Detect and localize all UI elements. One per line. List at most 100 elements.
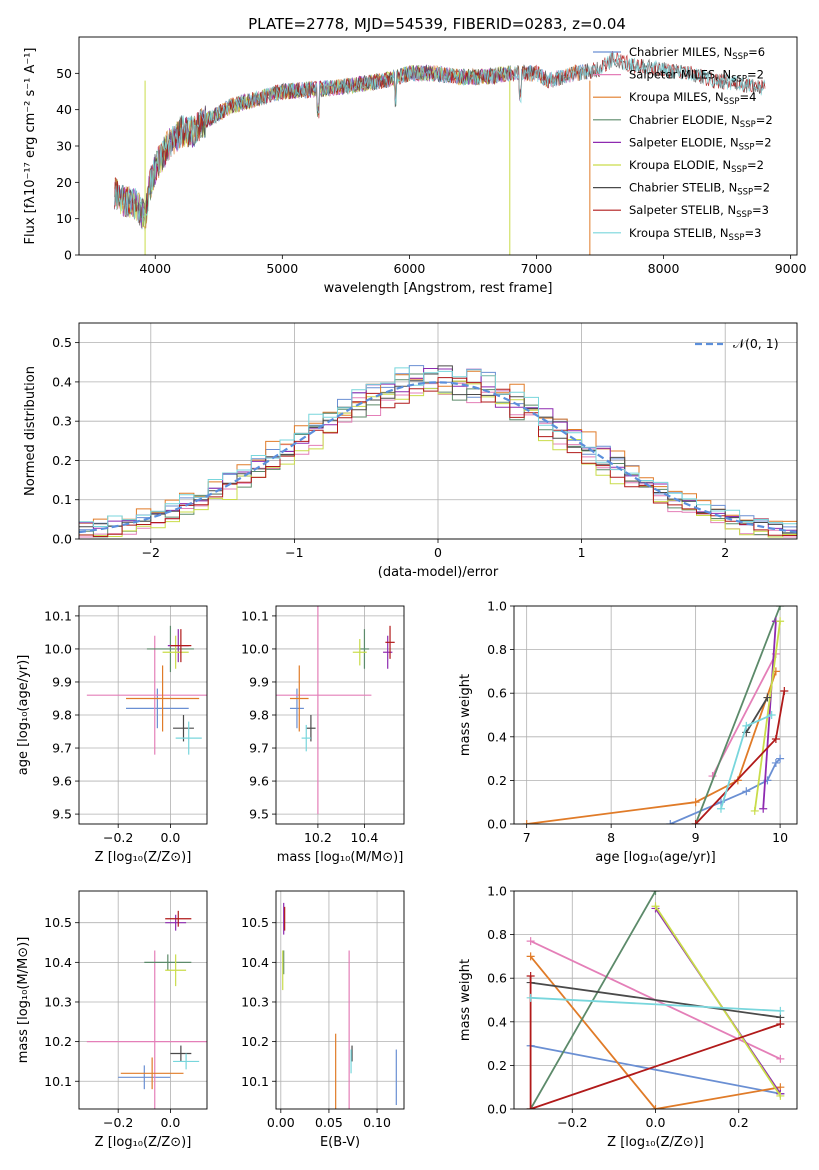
y-tick-label: 9.7 [249,741,269,756]
errorbar-point [86,635,207,755]
weight-marker [776,754,785,763]
plot-area-age-vs-mass [276,606,395,815]
weight-line [529,891,657,1109]
normal-curve [79,381,797,534]
y-axis-label: Flux [fλ10⁻¹⁷ erg cm⁻² s⁻¹ A⁻¹] [23,48,38,245]
errorbar-point [170,1045,192,1062]
weight-marker [742,721,751,730]
weight-line [711,653,777,777]
errorbar-point [306,715,316,742]
plot-area-residuals [79,365,797,538]
weight-marker [763,693,772,702]
errorbar-point [126,665,200,732]
errorbar-point [165,914,187,931]
y-tick-label: 30 [56,139,72,154]
x-tick-label: 6000 [394,261,426,276]
weight-line [530,981,781,1019]
weight-marker [651,902,660,911]
legend-label: Kroupa MILES, NSSP=4 [629,90,756,107]
legend-label: Salpeter ELODIE, NSSP=2 [629,135,772,152]
y-tick-label: 10.4 [44,955,72,970]
weight-marker [750,806,759,815]
y-axis-label: Normed distribution [23,366,38,496]
legend: 𝒩(0, 1) [695,336,779,351]
errorbar-point [162,635,189,669]
errorbar-point [289,665,309,732]
legend-label: Salpeter MILES, NSSP=2 [629,68,764,85]
errorbar-point [352,639,367,666]
panel-mass-vs-Z: −0.2 0.0 10.1 10.2 10.3 10.4 10.5 Z [log₁₀(Z/Z⊙… [16,890,208,1150]
x-tick-label: 0.00 [267,1115,295,1130]
y-tick-label: 10.3 [241,994,269,1009]
weight-marker [526,993,535,1002]
legend-label: 𝒩(0, 1) [733,336,779,351]
y-tick-label: 0.8 [487,642,507,657]
y-tick-label: 0.6 [487,686,507,701]
panel-mass-vs-ebv: 0.00 0.05 0.10 10.1 10.2 10.3 10.4 10.5 E(B-V) [241,890,405,1150]
axes-frame [78,605,208,825]
y-tick-label: 10.2 [241,1034,269,1049]
axes-frame [275,890,405,1110]
legend: Chabrier MILES, NSSP=6 Salpeter MILES, NS… [593,45,773,243]
x-axis-label: wavelength [Angstrom, rest frame] [324,281,553,296]
y-tick-label: 9.8 [52,708,72,723]
y-tick-label: 0.8 [487,927,507,942]
errorbar-point [383,635,393,669]
figure-title: PLATE=2778, MJD=54539, FIBERID=0283, z=0… [248,15,626,33]
weight-marker [666,820,675,824]
histogram-step [79,377,797,537]
y-axis-label: mass weight [458,674,473,756]
y-tick-label: 0.6 [487,971,507,986]
plot-area-mass-vs-ebv [282,902,397,1109]
weight-marker [776,1054,785,1063]
weight-line [745,697,769,733]
axes-frame [78,322,798,540]
x-tick-label: −2 [142,545,160,560]
y-tick-label: 0 [64,248,72,263]
legend-label: Salpeter STELIB, NSSP=3 [629,203,769,220]
y-tick-label: 10.4 [241,955,269,970]
x-tick-label: −0.2 [557,1115,587,1130]
y-tick-label: 0.4 [52,374,72,389]
x-tick-label: 10.2 [304,830,332,845]
x-tick-label: 0 [434,545,442,560]
weight-marker [691,798,700,807]
y-tick-label: 0.1 [52,492,72,507]
y-tick-label: 10.1 [44,608,72,623]
x-axis-label: E(B-V) [320,1135,360,1150]
y-tick-label: 9.6 [52,774,72,789]
errorbar-point [170,629,192,663]
y-tick-label: 9.7 [52,741,72,756]
x-axis-label: Z [log₁₀(Z/Z⊙)] [95,1135,192,1150]
errorbar-point [173,715,194,742]
y-tick-label: 10.1 [241,608,269,623]
axes-frame [513,605,798,825]
y-tick-label: 9.5 [52,807,72,822]
errorbar-point [126,688,189,729]
panel-residuals: −2 −1 0 1 2 0.0 0.1 0.2 0.3 0.4 0.5 (data-model)/er… [23,322,798,580]
weight-marker [716,804,725,813]
legend-label: Kroupa ELODIE, NSSP=2 [629,158,764,175]
weight-marker [776,1019,785,1028]
y-tick-label: 9.9 [52,674,72,689]
weight-marker [526,972,535,981]
x-tick-label: 7000 [521,261,553,276]
axes-frame [78,890,208,1110]
plot-area-mass-vs-Z [86,910,207,1109]
x-axis-label: age [log₁₀(age/yr)] [595,850,716,865]
weight-marker [526,937,535,946]
panel-age-vs-Z: −0.2 0.0 9.5 9.6 9.7 9.8 9.9 10.0 10.1 Z [log₁₀(Z… [16,605,208,865]
weight-marker [651,1105,660,1109]
weight-marker [522,820,531,824]
errorbar-point [276,606,372,815]
histogram-step [79,367,797,527]
errorbar-point [175,721,202,755]
errorbar-point [146,625,194,673]
y-tick-label: 10.2 [44,1034,72,1049]
plot-area-weight-vs-Z [526,891,785,1109]
x-tick-label: 0.05 [315,1115,343,1130]
x-tick-label: 2 [721,545,729,560]
x-tick-label: 10 [772,830,788,845]
weight-marker [526,1105,535,1109]
weight-marker [776,1006,785,1015]
